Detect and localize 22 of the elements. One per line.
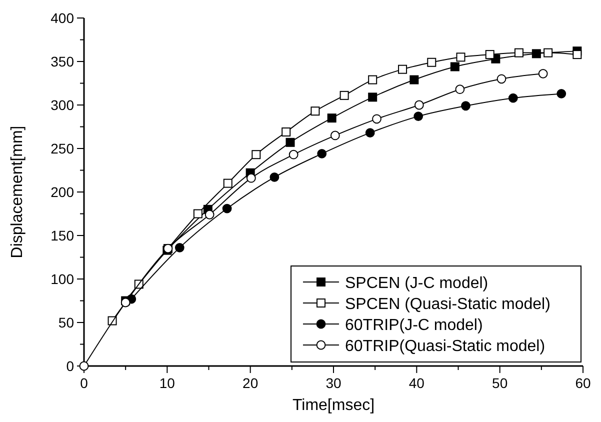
y-tick-label: 150 [50,228,74,244]
y-tick-label: 250 [50,140,74,156]
x-tick-label: 20 [242,375,258,391]
y-tick-label: 0 [66,358,74,374]
x-tick-label: 0 [80,375,88,391]
x-tick-label: 40 [408,375,425,391]
x-tick-label: 60 [575,375,591,391]
y-tick-label: 400 [50,10,74,26]
y-axis-title: Displacement[mm] [9,126,26,258]
y-tick-label: 100 [50,271,74,287]
legend-label: SPCEN (J-C model) [345,275,488,292]
legend-label: SPCEN (Quasi-Static model) [345,296,550,313]
x-tick-label: 10 [159,375,176,391]
y-tick-label: 50 [58,314,74,330]
y-tick-label: 200 [50,184,74,200]
x-tick-label: 30 [326,375,342,391]
x-axis-title: Time[msec] [292,397,375,414]
y-tick-label: 300 [50,97,74,113]
legend-label: 60TRIP(J-C model) [345,317,483,334]
legend-label: 60TRIP(Quasi-Static model) [345,338,546,355]
y-tick-label: 350 [50,54,74,70]
x-tick-label: 50 [492,375,508,391]
